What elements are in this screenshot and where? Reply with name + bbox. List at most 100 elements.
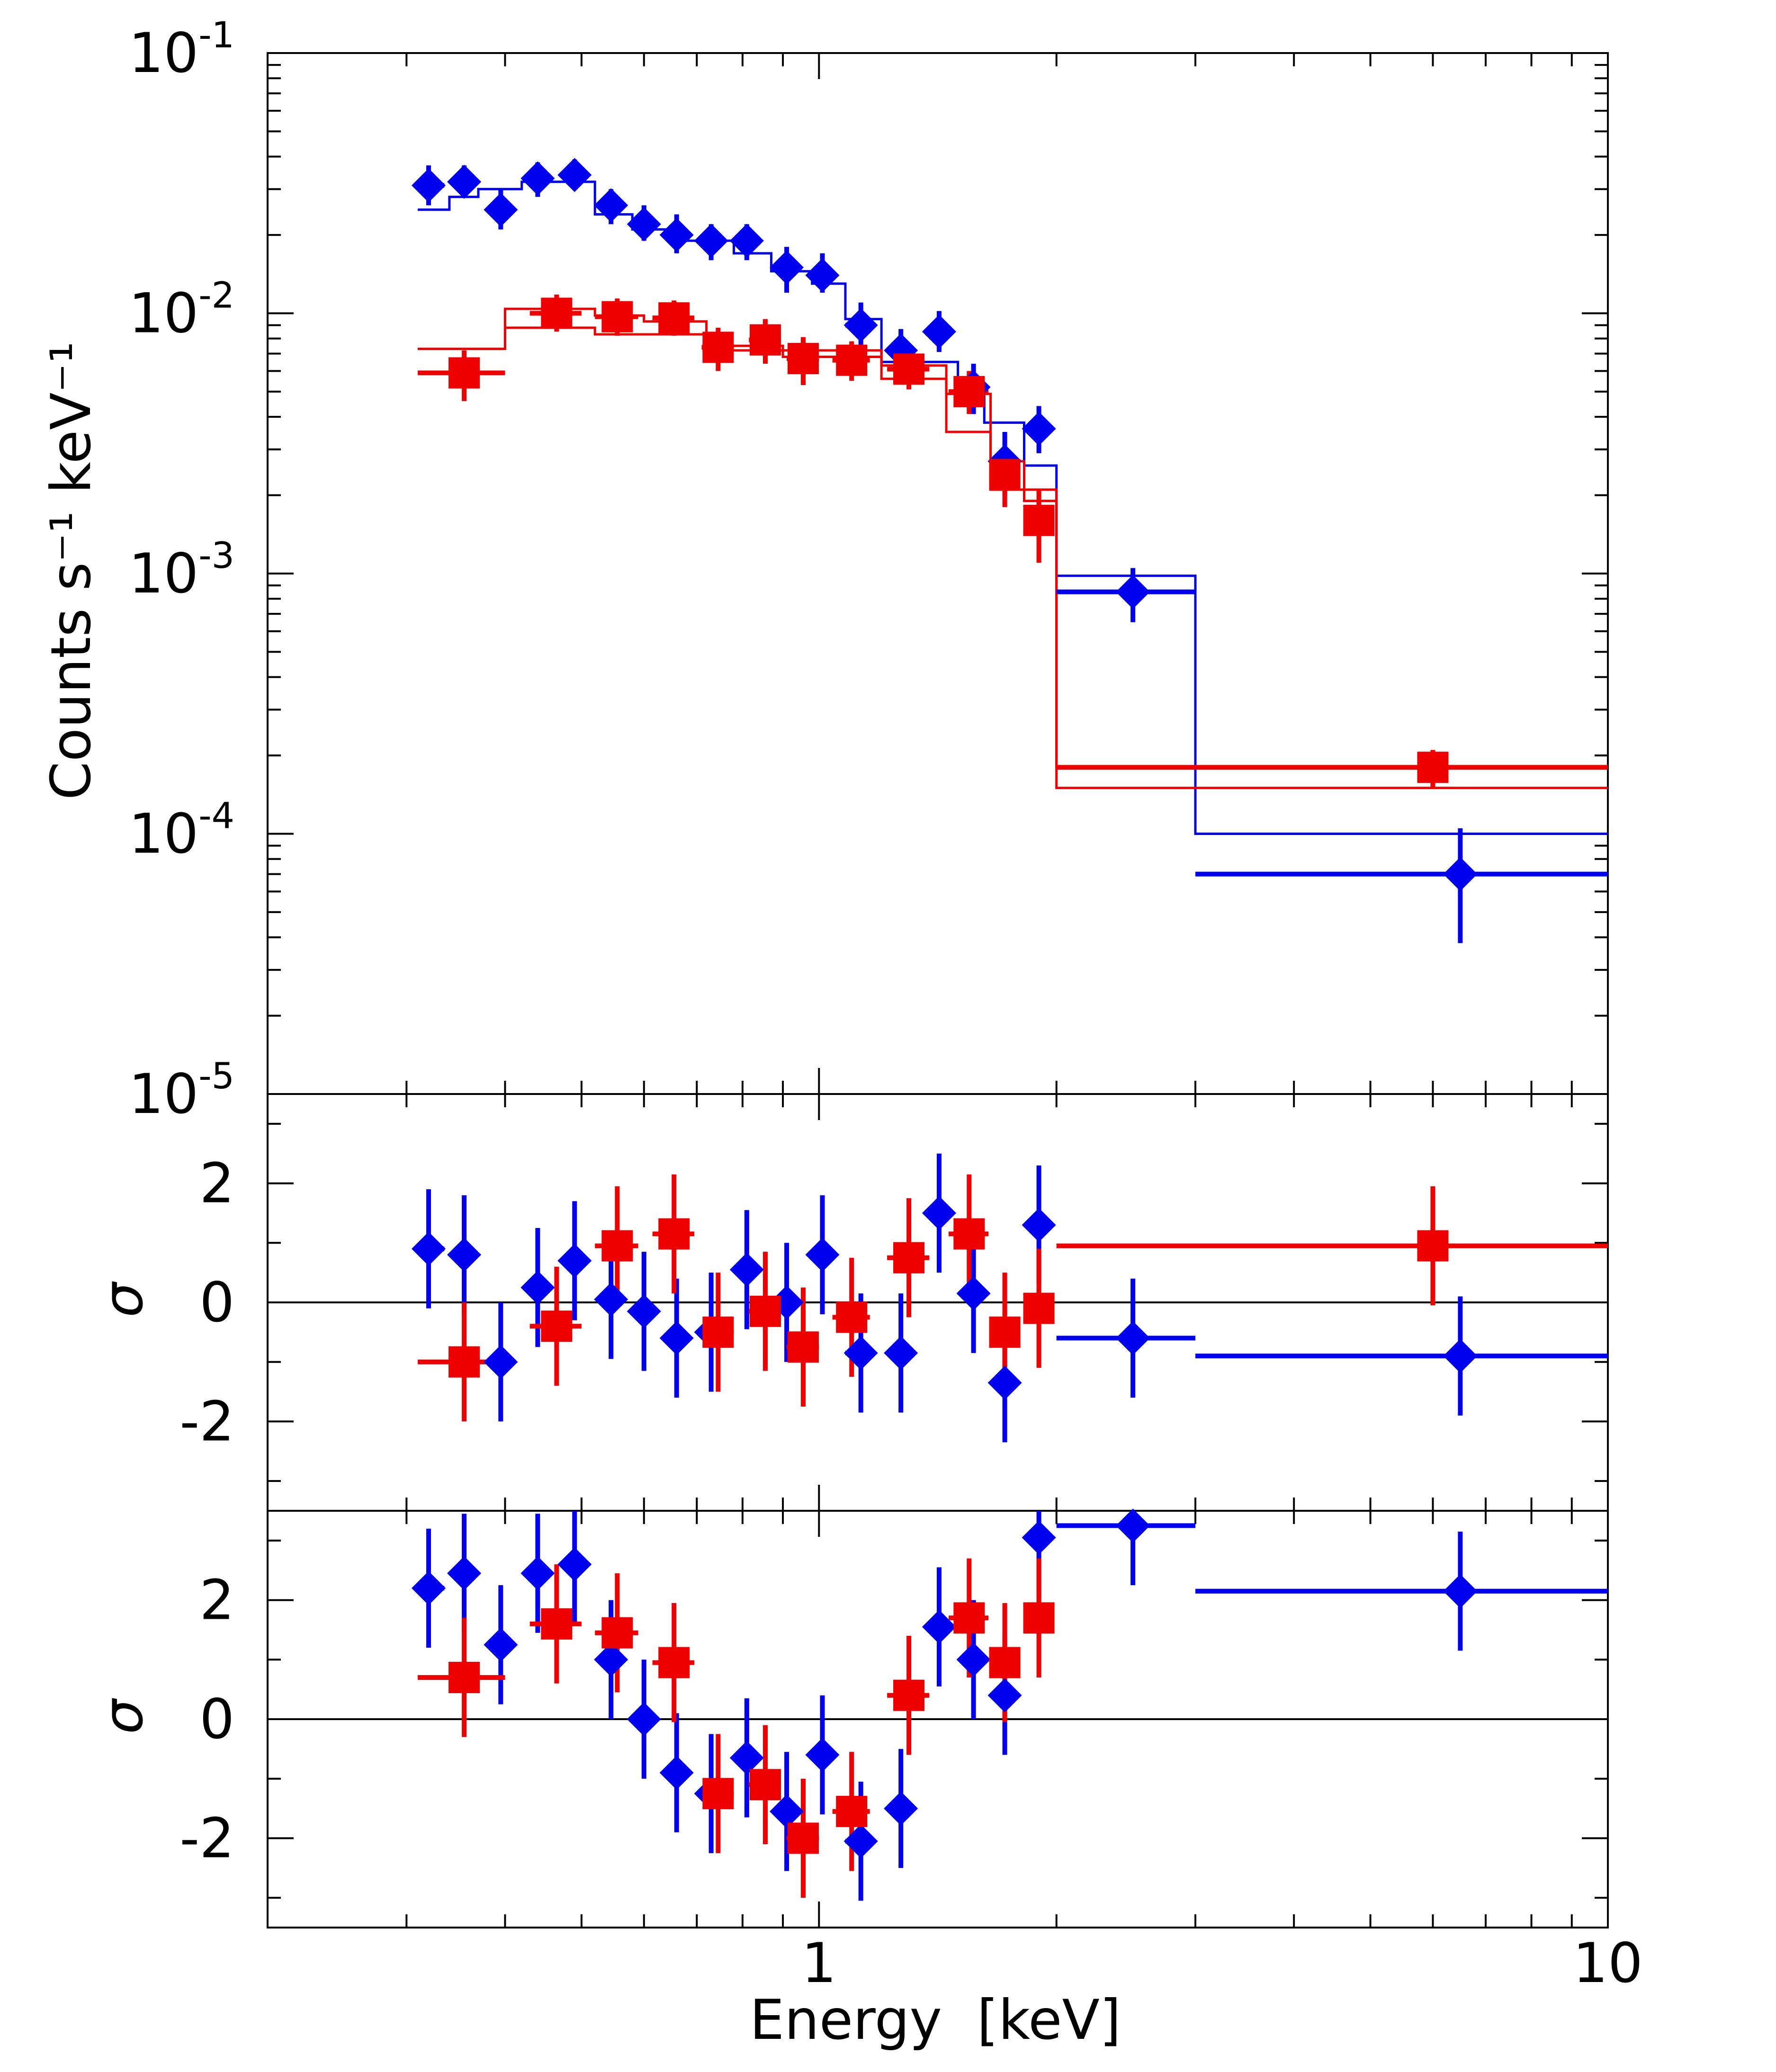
data-point-diamond <box>1116 1508 1150 1543</box>
y-tick-label: 10-4 <box>129 795 234 866</box>
data-point-diamond <box>627 207 661 242</box>
data-point-diamond <box>729 1252 764 1287</box>
data-point-square <box>1023 1292 1055 1324</box>
data-point-square <box>893 1242 925 1274</box>
data-point-square <box>836 1301 868 1333</box>
data-point-diamond <box>520 1270 555 1305</box>
y-tick-label: 10-2 <box>129 274 234 346</box>
data-point-diamond <box>1443 1574 1478 1608</box>
data-point-diamond <box>987 1678 1022 1713</box>
y-tick-label: 10-1 <box>129 14 234 85</box>
data-point-square <box>836 1795 868 1827</box>
data-point-square <box>787 343 819 375</box>
data-point-square <box>749 1295 781 1327</box>
data-point-diamond <box>805 1238 840 1272</box>
data-point-diamond <box>805 258 840 293</box>
data-point-square <box>1023 504 1055 536</box>
data-point-diamond <box>412 1571 446 1606</box>
data-point-square <box>989 459 1021 491</box>
data-point-square <box>448 1346 480 1378</box>
data-point-square <box>702 1778 734 1810</box>
model-step-line <box>418 307 1608 769</box>
data-point-square <box>541 1608 573 1640</box>
panel-frame-spectrum <box>267 52 1609 1095</box>
y-tick-label: 2 <box>199 1569 234 1632</box>
data-point-square <box>658 1218 690 1250</box>
y-tick-label: -2 <box>179 1806 234 1870</box>
data-point-diamond <box>956 1276 991 1311</box>
data-point-diamond <box>956 1642 991 1677</box>
y-tick-label: -2 <box>179 1390 234 1453</box>
data-point-square <box>541 1310 573 1342</box>
data-point-diamond <box>659 1321 694 1355</box>
tick-labels: 10-1 10-2 10-3 10-4 10-5 2 0 -2 2 0 -2 1 10 <box>129 14 1643 1995</box>
data-point-diamond <box>729 1740 764 1775</box>
data-point-diamond <box>1116 1321 1150 1355</box>
x-tick-label: 10 <box>1573 1931 1643 1995</box>
data-point-diamond <box>884 1336 918 1370</box>
data-point-diamond <box>843 1824 878 1858</box>
data-point-diamond <box>627 1702 661 1736</box>
data-point-diamond <box>659 218 694 252</box>
data-point-diamond <box>729 224 764 258</box>
data-point-square <box>836 344 868 376</box>
data-point-square <box>893 353 925 385</box>
data-point-square <box>601 1230 633 1262</box>
model-step-line <box>418 180 1608 835</box>
data-point-square <box>601 301 633 332</box>
data-point-diamond <box>412 168 446 203</box>
model-step-lines <box>418 180 1608 835</box>
data-point-diamond <box>1022 412 1056 446</box>
data-point-square <box>749 324 781 356</box>
data-point-diamond <box>843 308 878 342</box>
x-tick-label: 1 <box>801 1931 836 1995</box>
data-point-diamond <box>557 1547 592 1582</box>
data-point-diamond <box>770 1794 804 1829</box>
data-point-square <box>989 1316 1021 1348</box>
data-point-square <box>749 1769 781 1801</box>
data-point-diamond <box>805 1738 840 1772</box>
data-point-square <box>702 1316 734 1348</box>
data-point-square <box>658 1647 690 1678</box>
data-point-diamond <box>447 1556 482 1590</box>
data-point-diamond <box>659 1756 694 1790</box>
data-point-square <box>787 1822 819 1854</box>
y-axis-label-residuals-2: σ <box>91 1698 155 1734</box>
data-point-diamond <box>557 1244 592 1278</box>
data-point-square <box>989 1647 1021 1678</box>
data-point-square <box>702 332 734 363</box>
data-point-diamond <box>520 1556 555 1590</box>
data-point-diamond <box>1116 574 1150 609</box>
data-point-square <box>658 302 690 334</box>
data-point-diamond <box>922 1196 956 1230</box>
x-axis-label: Energy [keV] <box>750 1988 1121 2052</box>
axis-ticks <box>267 52 1609 1928</box>
data-point-diamond <box>922 314 956 349</box>
data-point-diamond <box>484 1627 518 1662</box>
error-bars <box>418 159 1608 1901</box>
data-point-square <box>1023 1602 1055 1634</box>
data-markers <box>412 158 1478 1858</box>
data-point-square <box>953 376 985 407</box>
data-point-diamond <box>1443 857 1478 891</box>
data-point-square <box>448 357 480 389</box>
data-point-diamond <box>694 224 728 258</box>
data-point-diamond <box>557 158 592 192</box>
data-point-diamond <box>447 1238 482 1272</box>
data-point-diamond <box>627 1294 661 1328</box>
y-tick-label: 10-3 <box>129 534 234 606</box>
y-axis-label-residuals-1: σ <box>91 1281 155 1318</box>
data-point-diamond <box>843 1336 878 1370</box>
data-point-diamond <box>520 161 555 196</box>
data-point-diamond <box>447 164 482 199</box>
model-step-line <box>505 326 1608 789</box>
data-point-diamond <box>1443 1339 1478 1373</box>
data-point-square <box>541 297 573 329</box>
data-point-square <box>893 1679 925 1711</box>
data-point-square <box>1417 752 1449 783</box>
y-tick-label: 0 <box>199 1687 234 1751</box>
data-point-diamond <box>594 188 628 223</box>
data-point-diamond <box>922 1610 956 1644</box>
y-tick-label: 10-5 <box>129 1055 234 1126</box>
